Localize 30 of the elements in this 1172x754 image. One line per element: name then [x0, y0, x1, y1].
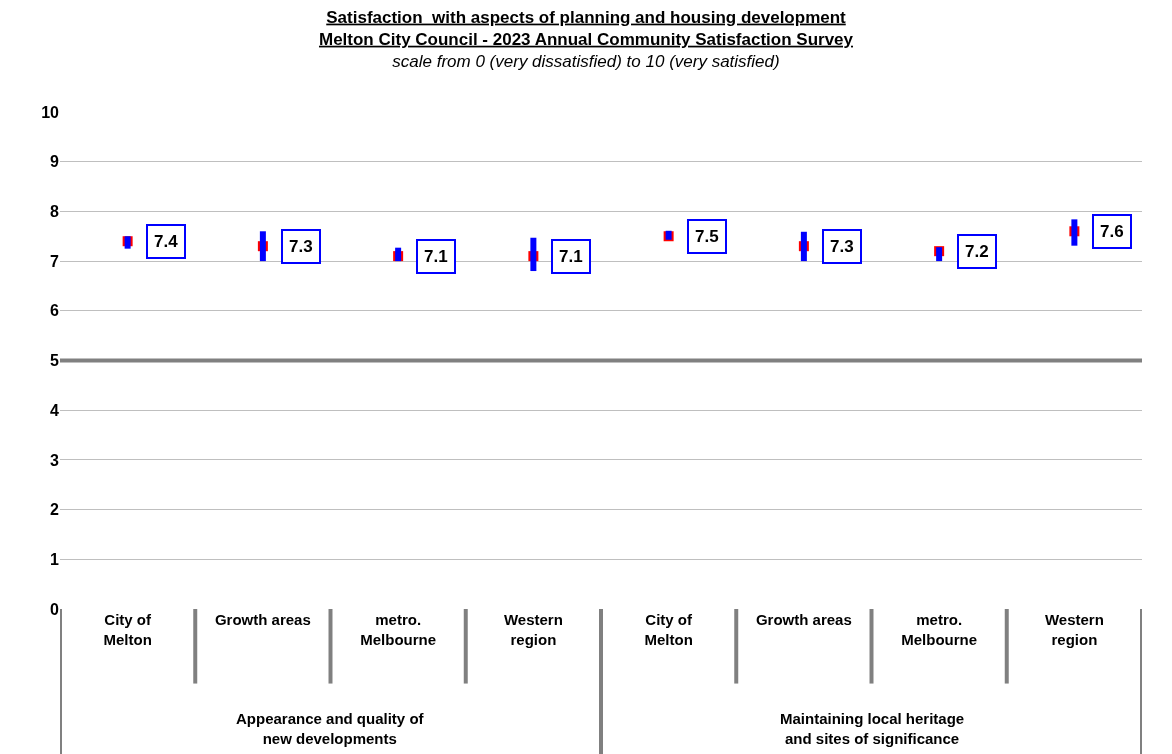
data-label: 7.1: [559, 247, 583, 266]
x-tick-label: Western region: [1044, 611, 1104, 648]
y-tick-label: 0: [50, 600, 60, 618]
data-label: 7.1: [424, 247, 448, 266]
x-tick-label: City of Melton: [103, 611, 152, 648]
x-tick-label: City of Melton: [644, 611, 693, 648]
data-label: 7.4: [154, 232, 179, 251]
data-label: 7.2: [965, 242, 989, 261]
x-tick-label: Growth areas: [214, 611, 311, 628]
y-tick-label: 10: [41, 103, 60, 121]
y-tick-label: 7: [50, 252, 60, 270]
y-tick-label: 1: [50, 550, 60, 568]
text: Maintaining local heritage and sites of significance: [780, 710, 965, 747]
y-tick-label: 5: [50, 352, 60, 370]
y-tick-label: 2: [50, 501, 60, 519]
text: Appearance and quality of new developments: [236, 710, 425, 747]
data-label: 7.3: [289, 237, 313, 256]
y-tick-label: 9: [50, 153, 60, 171]
data-label: 7.6: [1100, 222, 1124, 241]
x-tick-label: metro. Melbourne: [360, 611, 437, 648]
data-label: 7.5: [695, 227, 719, 246]
chart-subtitle: scale from 0 (very dissatisfied) to 10 (very satisfied): [392, 51, 780, 71]
x-tick-label: metro. Melbourne: [901, 611, 978, 648]
data-label: 7.3: [830, 237, 854, 256]
y-tick-label: 6: [50, 302, 60, 320]
x-tick-label: Growth areas: [755, 611, 852, 628]
y-tick-label: 8: [50, 203, 60, 220]
y-tick-label: 4: [50, 401, 60, 419]
y-tick-label: 3: [50, 451, 60, 469]
x-tick-label: Western region: [503, 611, 563, 648]
